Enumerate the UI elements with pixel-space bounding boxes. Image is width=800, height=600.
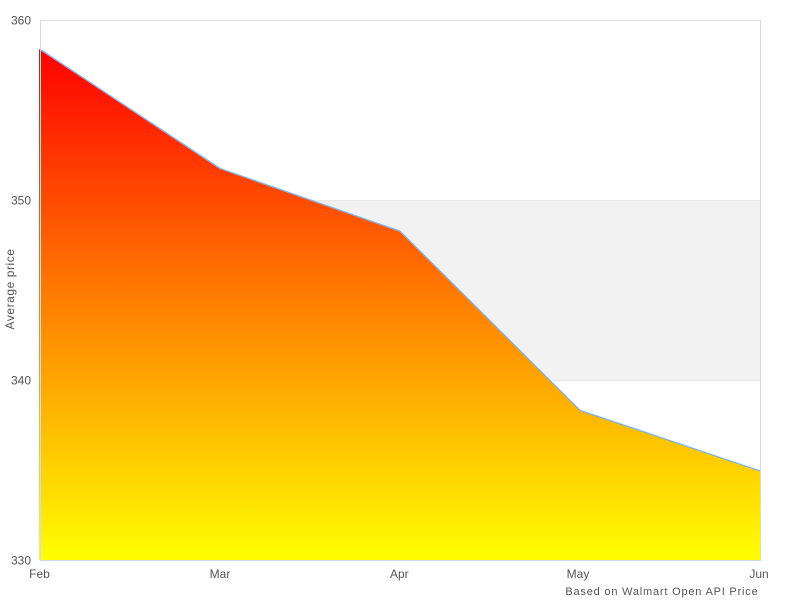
svg-text:340: 340 <box>11 374 31 388</box>
svg-text:Mar: Mar <box>210 567 231 581</box>
svg-text:May: May <box>567 567 590 581</box>
svg-text:Apr: Apr <box>390 567 409 581</box>
svg-text:350: 350 <box>11 194 31 208</box>
svg-text:Feb: Feb <box>29 567 50 581</box>
svg-text:Average price: Average price <box>3 249 17 330</box>
svg-text:360: 360 <box>11 14 31 28</box>
svg-text:330: 330 <box>11 554 31 568</box>
svg-text:Based on Walmart Open API Pric: Based on Walmart Open API Price <box>565 586 758 598</box>
svg-text:Jun: Jun <box>749 567 768 581</box>
